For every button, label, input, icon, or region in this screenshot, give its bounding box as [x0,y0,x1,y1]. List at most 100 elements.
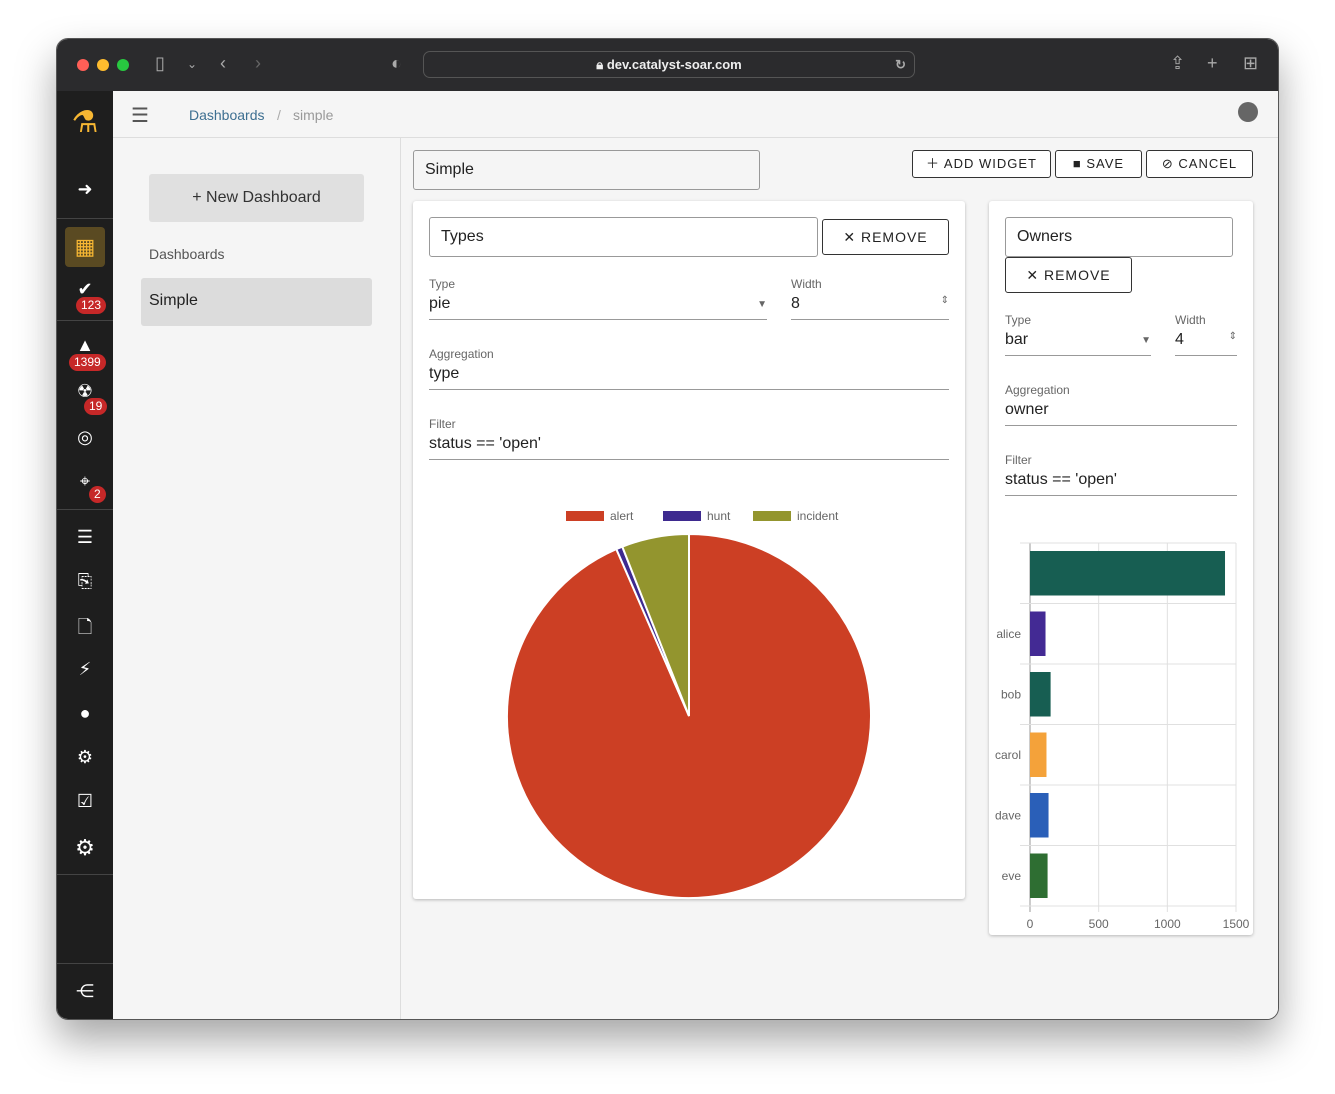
aggregation-label: Aggregation [1005,383,1070,397]
bar-dave [1030,793,1049,838]
type-value: bar [1005,331,1029,348]
radiation-icon[interactable]: ☢ [76,381,94,401]
lock-icon: 🔒︎ [596,57,607,72]
browser-titlebar: ▯ ⌄ ‹ › ◐ 🔒︎ dev.catalyst-soar.com ↻ ⇪ + … [57,39,1278,91]
list-icon[interactable]: ☰ [76,527,94,547]
bar-unassigned [1030,551,1226,596]
file-dashed-icon[interactable]: ⎘ [77,571,93,591]
sidebar-toggle-icon[interactable]: ▯ [155,53,165,73]
menu-hamburger-icon[interactable]: ☰ [131,105,149,127]
legend-swatch-incident [753,511,791,521]
nav-rail: ⚗ ➜ ▦ ✔ 123 ▲ 1399 ☢ 19 ◎ ⌖ 2 ☰ ⎘ 🗋︎ ⚡︎ … [57,91,113,1019]
incidents-badge: 19 [84,398,108,415]
app-bar: ☰ Dashboards / simple [113,91,1278,138]
account-avatar-icon[interactable] [1238,102,1258,122]
widget-owners: Owners ✕ REMOVE Type bar ▼ Width 4 ⇕ Aggrega… [989,201,1253,935]
user-icon[interactable]: ● [79,703,91,723]
close-icon: ✕ [1026,267,1040,283]
y-tick-label: eve [1002,869,1022,883]
share-nodes-icon[interactable]: ⋲ [76,981,94,1001]
dashboard-title-input[interactable]: Simple [413,150,760,190]
tasks-badge: 123 [76,297,107,314]
close-window-button[interactable] [77,59,89,71]
widget-name-input[interactable]: Types [429,217,818,257]
url-text: dev.catalyst-soar.com [606,57,742,72]
dropdown-arrow-icon: ▼ [757,299,767,310]
breadcrumb-dashboards[interactable]: Dashboards [189,107,265,123]
legend-swatch-alert [566,511,604,521]
floppy-icon: ■ [1072,156,1082,171]
alerts-badge: 1399 [69,354,106,371]
crosshair-icon[interactable]: ⌖ [79,471,91,491]
cancel-label: CANCEL [1178,156,1238,171]
cancel-circle-icon: ⊘ [1161,156,1174,171]
x-tick-label: 1000 [1154,917,1181,931]
new-tab-icon[interactable]: + [1207,53,1218,73]
tasks-check-icon[interactable]: ✔ [77,279,93,299]
type-select[interactable]: Type bar ▼ [1005,313,1151,356]
plus-icon: ＋ [926,156,941,171]
width-value: 8 [791,295,800,312]
save-label: SAVE [1086,156,1125,171]
remove-label: REMOVE [860,229,928,245]
cancel-button[interactable]: ⊘ CANCEL [1146,150,1253,178]
arrow-right-icon[interactable]: ➜ [77,179,93,199]
type-select[interactable]: Type pie ▼ [429,277,767,320]
aggregation-field[interactable]: Aggregation type [429,347,949,390]
file-cog-icon[interactable]: 🗋︎ [77,617,93,637]
y-tick-label: alice [996,627,1021,641]
fingerprint-icon[interactable]: ◎ [77,427,93,447]
tab-overview-icon[interactable]: ⊞ [1243,53,1259,73]
logo-flask-icon: ⚗ [71,106,99,139]
type-value: pie [429,295,451,312]
maximize-window-button[interactable] [117,59,129,71]
new-dashboard-button[interactable]: + New Dashboard [149,174,364,222]
filter-label: Filter [1005,453,1032,467]
add-widget-label: ADD WIDGET [943,156,1037,171]
remove-widget-button[interactable]: ✕ REMOVE [822,219,949,255]
remove-label: REMOVE [1043,267,1111,283]
stepper-icon[interactable]: ⇕ [940,295,949,306]
widget-name-input[interactable]: Owners [1005,217,1233,257]
filter-label: Filter [429,417,456,431]
dashboard-list-panel: + New Dashboard Dashboards Simple [113,138,401,1019]
breadcrumb-current: simple [293,107,334,123]
add-widget-button[interactable]: ＋ ADD WIDGET [912,150,1051,178]
shield-icon: ◐ [391,53,402,73]
y-tick-label: dave [995,808,1021,822]
aggregation-label: Aggregation [429,347,494,361]
widget-types: Types ✕ REMOVE Type pie ▼ Width 8 ⇕ Aggregat… [413,201,965,899]
width-stepper[interactable]: Width 8 ⇕ [791,277,949,320]
bar-carol [1030,732,1047,777]
filter-field[interactable]: Filter status == 'open' [1005,453,1237,496]
settings-gear-icon[interactable]: ⚙ [75,835,95,860]
bar-chart: 0 500 1000 1500 alice bob carol dave eve [995,542,1250,931]
address-bar[interactable]: 🔒︎ dev.catalyst-soar.com ↻ [423,51,915,78]
save-button[interactable]: ■ SAVE [1055,150,1142,178]
cogs-icon[interactable]: ⚙ [76,747,94,767]
filter-field[interactable]: Filter status == 'open' [429,417,949,460]
back-icon[interactable]: ‹ [220,53,226,73]
aggregation-value: owner [1005,401,1237,426]
minimize-window-button[interactable] [97,59,109,71]
alert-warning-icon[interactable]: ▲ [76,335,94,355]
width-stepper[interactable]: Width 4 ⇕ [1175,313,1237,356]
bar-alice [1030,611,1046,656]
lightning-icon[interactable]: ⚡︎ [78,659,92,679]
dashboard-icon[interactable]: ▦ [65,227,105,267]
aggregation-value: type [429,365,949,390]
dashboard-item-simple[interactable]: Simple [141,278,372,326]
forward-icon[interactable]: › [255,53,261,73]
aggregation-field[interactable]: Aggregation owner [1005,383,1237,426]
pie-slice-incident [620,532,690,717]
remove-widget-button[interactable]: ✕ REMOVE [1005,257,1132,293]
y-tick-label: bob [1001,687,1021,701]
reload-icon[interactable]: ↻ [895,57,906,72]
breadcrumb-separator: / [277,107,281,123]
share-icon[interactable]: ⇪ [1170,53,1186,73]
legend-label-alert: alert [610,509,634,523]
stepper-icon[interactable]: ⇕ [1228,331,1237,342]
filter-value: status == 'open' [429,435,949,460]
chevron-down-icon[interactable]: ⌄ [187,57,198,71]
checklist-icon[interactable]: ☑ [76,791,94,811]
